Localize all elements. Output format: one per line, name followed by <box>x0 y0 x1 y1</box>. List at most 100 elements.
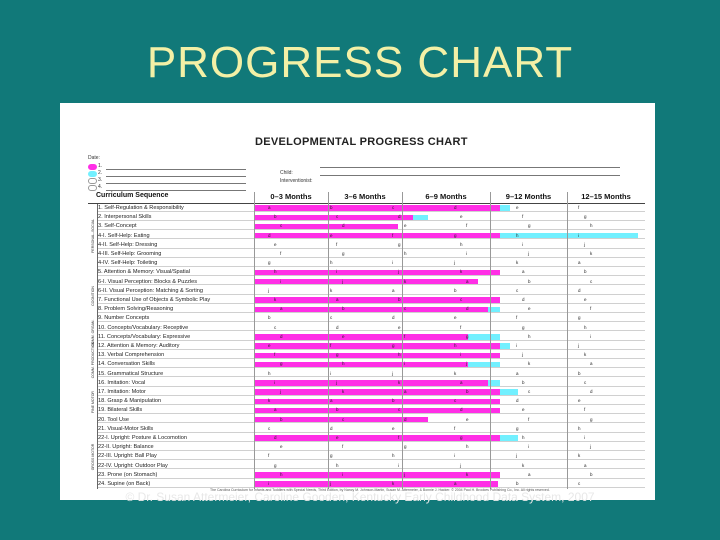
item-letter: k <box>274 297 277 302</box>
progress-highlight <box>500 389 518 396</box>
progress-shading <box>254 398 500 405</box>
age-header: 12–15 Months <box>581 192 631 201</box>
item-letter: f <box>398 435 400 440</box>
item-letter: i <box>460 352 461 358</box>
item-letter: k <box>516 260 519 266</box>
column-divider <box>567 192 568 489</box>
domain-label-text: COMM. PRODUCTION <box>90 342 95 379</box>
domain-label-text: GROSS MOTOR <box>90 443 95 471</box>
progress-highlight <box>500 435 518 442</box>
curriculum-item-label: 7. Functional Use of Objects & Symbolic … <box>98 297 211 303</box>
domain-label: COMM. PRODUCTION <box>88 342 98 379</box>
item-letter: a <box>336 297 339 302</box>
item-letter: h <box>584 324 587 330</box>
item-letter: k <box>578 453 581 459</box>
item-letter: f <box>528 416 530 422</box>
row-rule <box>98 265 645 267</box>
item-letter: i <box>578 232 579 238</box>
curriculum-item-label: 13. Verbal Comprehension <box>98 352 165 359</box>
item-letter: b <box>392 398 395 404</box>
table-row: i j k a b c 6-I. Visual Perception: Blocks & P… <box>98 279 645 286</box>
row-rule <box>98 459 645 461</box>
progress-shading <box>254 205 500 212</box>
item-letter: h <box>528 333 531 339</box>
progress-highlight <box>500 343 510 350</box>
item-letter: f <box>280 251 282 256</box>
item-letter: e <box>584 297 587 302</box>
row-rule <box>98 302 645 304</box>
item-letter: g <box>336 352 339 358</box>
date-line <box>106 183 246 184</box>
item-letter: c <box>274 324 277 330</box>
item-letter: k <box>404 278 407 284</box>
date-number: 3. <box>98 177 103 183</box>
item-letter: d <box>268 232 271 238</box>
table-row: c d e f g h 21. Visual-Motor Skills <box>98 426 645 433</box>
row-rule <box>98 413 645 415</box>
table-row: b c d e f g 2. Interpersonal Skills <box>98 214 645 221</box>
item-letter: c <box>336 214 339 220</box>
item-letter: i <box>268 481 269 486</box>
item-letter: g <box>280 361 283 367</box>
child-field-line <box>320 167 620 168</box>
curriculum-item-label: 3. Self-Concept <box>98 223 137 230</box>
item-letter: b <box>268 315 271 321</box>
item-letter: h <box>330 260 333 266</box>
domain-label: PERSONAL–SOCIAL <box>88 204 98 269</box>
item-letter: j <box>590 444 591 450</box>
curriculum-item-label: 22-I. Upright: Posture & Locomotion <box>98 435 187 441</box>
curriculum-item-label: 1. Self-Regulation & Responsibility <box>98 205 184 211</box>
column-divider <box>402 192 403 489</box>
item-letter: i <box>330 370 331 376</box>
curriculum-item-label: 19. Bilateral Skills <box>98 407 143 414</box>
footnote: The Carolina Curriculum for Infants and … <box>210 488 550 492</box>
item-letter: d <box>330 425 333 431</box>
item-letter: k <box>460 269 463 275</box>
item-letter: b <box>584 269 587 275</box>
item-letter: b <box>342 306 345 312</box>
item-letter: h <box>522 435 525 440</box>
child-label: Child: <box>280 170 293 176</box>
curriculum-item-label: 14. Conversation Skills <box>98 361 155 368</box>
domain-label: COMM. ORGAN. <box>88 319 98 346</box>
item-letter: c <box>454 398 457 404</box>
item-letter: b <box>516 481 519 486</box>
item-letter: c <box>280 223 283 229</box>
item-letter: g <box>516 425 519 431</box>
date-label: Date: <box>88 155 100 161</box>
item-letter: h <box>404 251 407 256</box>
item-letter: h <box>398 352 401 358</box>
item-letter: a <box>392 287 395 293</box>
table-row: k a b c d e 18. Grasp & Manipulation <box>98 398 645 405</box>
item-letter: j <box>342 278 343 284</box>
table-row: f g h i j k 22-III. Upright: Ball Play <box>98 453 645 461</box>
item-letter: b <box>274 214 277 220</box>
item-letter: d <box>280 333 283 339</box>
curriculum-item-label: 20. Tool Use <box>98 416 129 423</box>
progress-shading <box>254 306 488 313</box>
item-letter: b <box>522 379 525 385</box>
item-letter: a <box>590 361 593 367</box>
curriculum-item-label: 11. Concepts/Vocabulary: Expressive <box>98 333 191 340</box>
date-line <box>106 190 246 191</box>
item-letter: c <box>268 425 271 431</box>
row-rule <box>98 256 645 258</box>
row-rule <box>98 339 645 341</box>
progress-highlight <box>413 214 428 221</box>
curriculum-item-label: 21. Visual-Motor Skills <box>98 425 154 432</box>
item-letter: h <box>466 444 469 450</box>
item-letter: k <box>330 287 333 293</box>
item-letter: i <box>404 361 405 367</box>
domain-label: FINE MOTOR <box>88 378 98 425</box>
item-letter: d <box>516 398 519 404</box>
progress-shading <box>254 435 500 442</box>
item-letter: i <box>392 260 393 266</box>
item-letter: g <box>392 343 395 348</box>
table-row: i j k a b c 24. Supine (on Back) <box>98 481 645 488</box>
item-letter: j <box>528 251 529 256</box>
item-letter: k <box>590 251 593 256</box>
item-letter: h <box>342 361 345 367</box>
item-letter: f <box>274 352 276 358</box>
item-letter: i <box>342 471 343 477</box>
item-letter: i <box>274 379 275 385</box>
